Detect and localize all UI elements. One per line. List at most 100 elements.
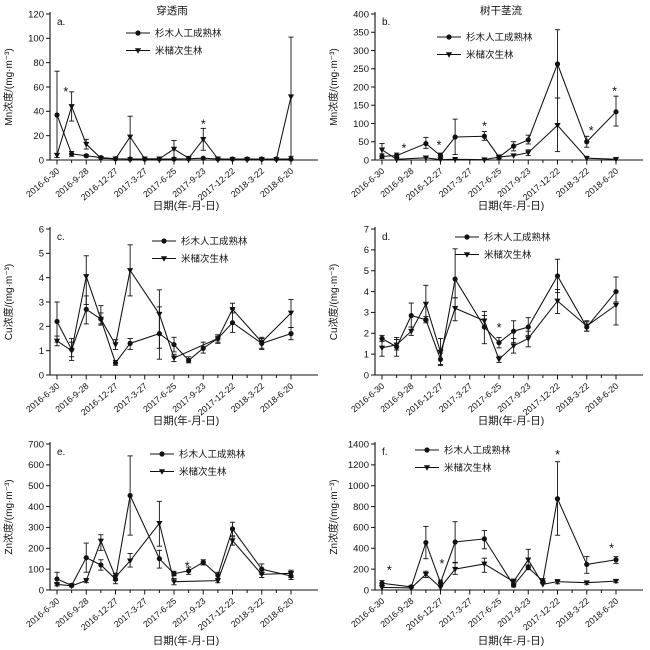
y-tick-label: 200 xyxy=(353,564,369,575)
marker-fir xyxy=(229,526,236,532)
marker-castanopsis xyxy=(112,342,119,348)
y-tick-label: 200 xyxy=(353,82,369,93)
marker-castanopsis xyxy=(156,520,163,527)
y-tick-label: 150 xyxy=(353,101,369,112)
y-tick-label: 200 xyxy=(28,544,44,555)
marker-castanopsis xyxy=(68,104,75,110)
marker-castanopsis xyxy=(378,585,386,591)
series-line-castanopsis xyxy=(56,269,292,359)
y-tick-label: 2 xyxy=(364,329,369,340)
x-axis-title: 日期(年-月-日) xyxy=(153,414,220,427)
marker-castanopsis xyxy=(200,137,207,143)
legend-label-fir: 杉木人工成熟林 xyxy=(179,448,246,460)
y-tick-label: 250 xyxy=(353,64,369,75)
marker-fir xyxy=(613,557,619,563)
marker-fir xyxy=(259,566,265,572)
y-axis-title: Cu浓度/(mg·m⁻³) xyxy=(2,264,15,340)
series-castanopsis xyxy=(378,548,620,592)
panel-letter: e. xyxy=(57,447,65,458)
chart-e-svg: 01002003004005006007002016-6-302016-9-28… xyxy=(2,439,318,647)
y-tick-label: 400 xyxy=(28,502,44,513)
marker-castanopsis xyxy=(83,274,90,280)
marker-castanopsis xyxy=(97,538,104,545)
chart-a-svg: 0204060801001202016-6-302016-9-282016-12… xyxy=(2,4,318,212)
marker-fir xyxy=(171,341,177,348)
marker-castanopsis xyxy=(481,157,488,163)
legend-label-castanopsis: 米槠次生林 xyxy=(181,253,229,265)
marker-castanopsis xyxy=(53,582,61,588)
panel-d: 0 1 2 3 4 5 6 7 2016-6-30 2016-9-28 2016-12-27 2017… xyxy=(325,215,650,430)
marker-castanopsis xyxy=(481,318,488,325)
marker-castanopsis xyxy=(408,328,415,335)
y-tick-label: 50 xyxy=(358,137,369,148)
series-line-castanopsis xyxy=(56,522,292,587)
y-tick-label: 6 xyxy=(364,245,369,256)
marker-castanopsis xyxy=(112,156,119,163)
panel-f: 0 200 400 600 800 1000 1200 1400 2016-6-30 2016-9… xyxy=(325,430,650,650)
marker-fir xyxy=(423,140,429,147)
chart-f-svg: 02004006008001000120014002016-6-302016-9… xyxy=(327,439,643,647)
marker-castanopsis xyxy=(612,156,620,163)
y-tick-label: 1200 xyxy=(348,460,369,471)
legend-marker-castanopsis xyxy=(134,48,142,54)
marker-castanopsis xyxy=(422,572,429,578)
marker-castanopsis xyxy=(510,153,517,159)
marker-castanopsis xyxy=(127,558,134,565)
marker-fir xyxy=(511,328,517,334)
marker-fir xyxy=(613,109,619,115)
y-tick-label: 700 xyxy=(28,439,44,450)
marker-castanopsis xyxy=(554,579,561,585)
x-axis-title: 日期(年-月-日) xyxy=(153,199,220,212)
y-tick-label: 1 xyxy=(39,346,44,357)
marker-castanopsis xyxy=(612,302,620,309)
series-castanopsis xyxy=(378,97,620,163)
significance-asterisk: * xyxy=(589,124,594,138)
marker-castanopsis xyxy=(97,316,104,323)
y-tick-label: 600 xyxy=(28,460,44,471)
panel-c: 0 1 2 3 4 5 6 2016-6-30 2016-9-28 2016-12-27 2017-… xyxy=(0,215,325,430)
significance-asterisk: * xyxy=(63,85,68,99)
significance-asterisk: * xyxy=(497,321,502,335)
marker-castanopsis xyxy=(437,349,444,356)
marker-fir xyxy=(525,137,531,143)
marker-castanopsis xyxy=(53,152,61,159)
marker-castanopsis xyxy=(378,147,386,154)
legend-label-fir: 杉木人工成熟林 xyxy=(466,31,533,43)
marker-fir xyxy=(83,153,89,159)
y-tick-label: 600 xyxy=(353,523,369,534)
panel-letter: f. xyxy=(382,447,388,458)
marker-castanopsis xyxy=(452,305,459,312)
marker-castanopsis xyxy=(127,134,134,141)
series-fir xyxy=(379,248,619,366)
chart-c-svg: 01234562016-6-302016-9-282016-12-272017-… xyxy=(2,224,318,427)
series-line-castanopsis xyxy=(381,124,617,161)
marker-fir xyxy=(394,153,400,159)
legend-label-fir: 杉木人工成熟林 xyxy=(444,444,511,456)
y-tick-label: 120 xyxy=(28,9,44,20)
marker-castanopsis xyxy=(53,338,61,345)
marker-castanopsis xyxy=(170,146,178,153)
y-tick-label: 0 xyxy=(364,155,369,166)
legend-marker-fir xyxy=(446,34,452,40)
marker-fir xyxy=(525,324,531,330)
y-axis-title: Zn浓度/(mg·m⁻³) xyxy=(2,479,15,554)
marker-castanopsis xyxy=(554,123,561,129)
marker-fir xyxy=(54,576,60,582)
marker-castanopsis xyxy=(422,155,429,162)
x-axis-title: 日期(年-月-日) xyxy=(478,634,545,647)
legend-label-castanopsis: 米槠次生林 xyxy=(179,466,227,478)
marker-castanopsis xyxy=(583,155,590,162)
marker-castanopsis xyxy=(539,581,546,588)
legend-label-fir: 杉木人工成熟林 xyxy=(484,231,551,243)
significance-asterisk: * xyxy=(612,84,617,98)
legend-marker-fir xyxy=(424,447,430,453)
legend-marker-castanopsis xyxy=(445,52,453,58)
marker-castanopsis xyxy=(495,154,503,161)
y-tick-label: 20 xyxy=(33,131,44,142)
y-tick-label: 800 xyxy=(353,502,369,513)
legend-label-castanopsis: 米槠次生林 xyxy=(466,49,514,61)
significance-asterisk: * xyxy=(609,541,614,555)
